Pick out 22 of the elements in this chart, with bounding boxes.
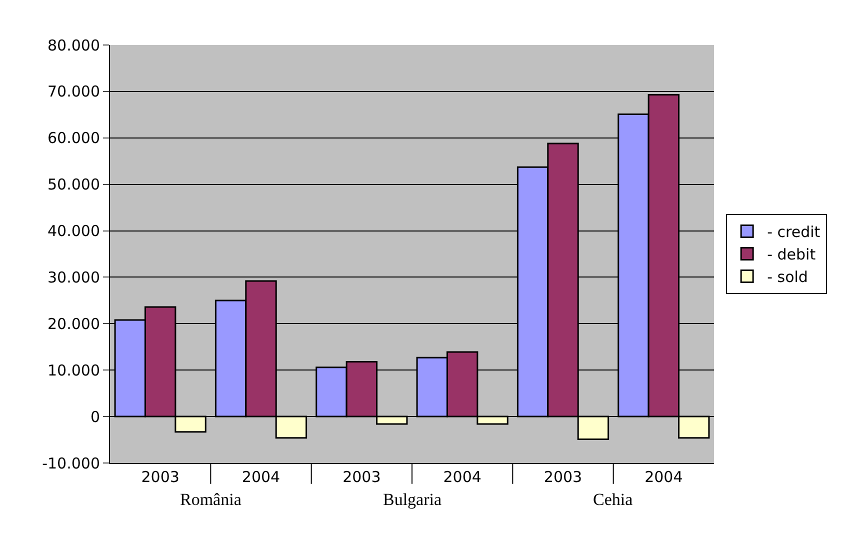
x-tick-label: 2004 xyxy=(443,468,482,486)
x-tick-label: 2003 xyxy=(141,468,180,486)
x-tick-label: 2003 xyxy=(342,468,381,486)
legend-label: - credit xyxy=(767,223,820,242)
y-tick-label: 30.000 xyxy=(48,268,100,286)
text: Bulgaria xyxy=(383,490,442,509)
legend-label: - debit xyxy=(767,246,816,264)
y-tick-label: -10.000 xyxy=(42,454,100,472)
y-tick-label: 40.000 xyxy=(48,222,100,240)
legend-label: - sold xyxy=(767,268,808,286)
y-tick-label: 80.000 xyxy=(48,36,100,54)
x-tick-label: 2004 xyxy=(644,468,683,486)
y-tick-label: 60.000 xyxy=(48,129,100,148)
y-tick-label: 50.000 xyxy=(48,176,100,194)
y-tick-label: 0 xyxy=(90,408,100,426)
x-tick-label: 2003 xyxy=(544,468,582,486)
y-tick-label: 20.000 xyxy=(48,314,100,333)
text: Cehia xyxy=(593,490,634,509)
x-tick-label: 2004 xyxy=(242,468,280,486)
y-tick-label: 10.000 xyxy=(48,361,100,380)
text: România xyxy=(180,490,242,509)
y-tick-label: 70.000 xyxy=(48,82,100,101)
